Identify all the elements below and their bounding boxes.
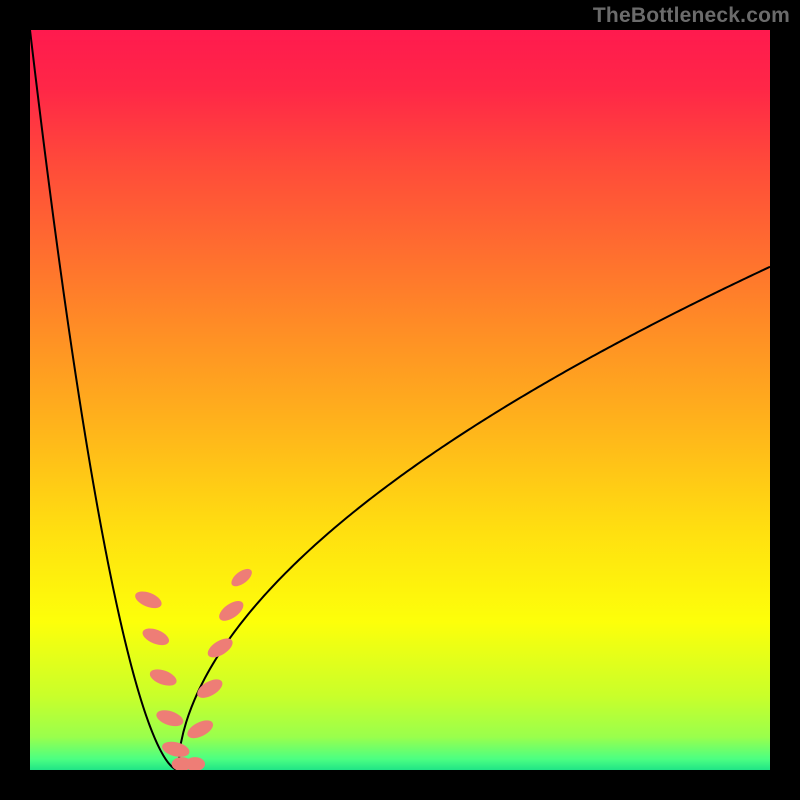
plot-area xyxy=(30,30,770,771)
gradient-background xyxy=(30,30,770,770)
chart-svg xyxy=(0,0,800,800)
chart-stage: TheBottleneck.com xyxy=(0,0,800,800)
dash-marker xyxy=(185,757,205,771)
watermark-text: TheBottleneck.com xyxy=(593,4,790,28)
